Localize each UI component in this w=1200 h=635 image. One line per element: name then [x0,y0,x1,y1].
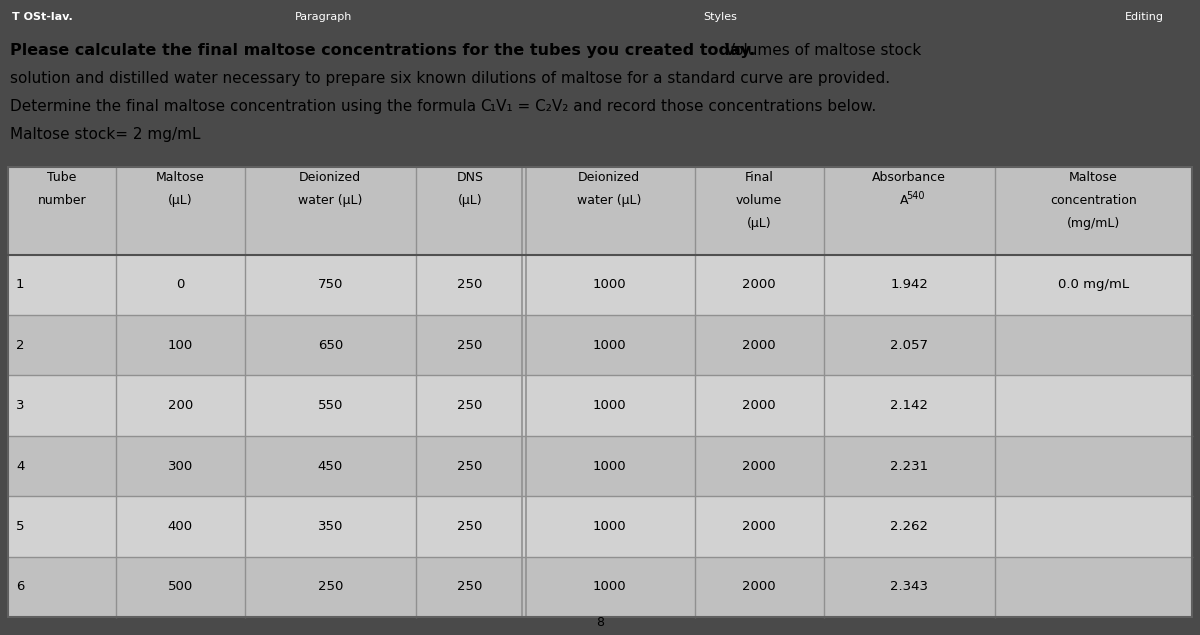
Text: 2.057: 2.057 [890,338,928,352]
Text: 540: 540 [906,191,924,201]
Text: 2000: 2000 [743,460,776,472]
Text: 2.142: 2.142 [890,399,928,412]
Text: 200: 200 [168,399,193,412]
Bar [8,375,1192,436]
Text: Maltose: Maltose [156,171,205,184]
Text: 2000: 2000 [743,278,776,291]
Text: Paragraph: Paragraph [295,13,353,22]
Bar [8,167,1192,617]
Text: 1: 1 [16,278,24,291]
Text: Editing: Editing [1126,13,1164,22]
Bar [8,557,1192,617]
Text: DNS: DNS [456,171,484,184]
Text: 3: 3 [16,399,24,412]
Text: Absorbance: Absorbance [872,171,946,184]
Text: Deionized: Deionized [578,171,641,184]
Text: 0: 0 [176,278,185,291]
Text: 1000: 1000 [593,460,626,472]
Text: 2000: 2000 [743,580,776,593]
Text: 2.231: 2.231 [890,460,929,472]
Text: 500: 500 [168,580,193,593]
Text: T OSt-lav.: T OSt-lav. [12,13,73,22]
Text: 400: 400 [168,520,193,533]
Bar [8,436,1192,496]
Text: concentration: concentration [1050,194,1136,207]
Text: 2.262: 2.262 [890,520,928,533]
Text: 250: 250 [457,338,482,352]
Text: A: A [900,194,908,207]
Text: 250: 250 [457,520,482,533]
Text: 2000: 2000 [743,338,776,352]
Text: (µL): (µL) [746,217,772,230]
Text: number: number [37,194,86,207]
Text: (µL): (µL) [457,194,482,207]
Text: Final: Final [745,171,774,184]
Text: 1.942: 1.942 [890,278,928,291]
Text: Styles: Styles [703,13,737,22]
Text: 4: 4 [16,460,24,472]
Text: 450: 450 [318,460,343,472]
Bar [8,167,1192,617]
Text: water (µL): water (µL) [577,194,641,207]
Text: 0.0 mg/mL: 0.0 mg/mL [1057,278,1129,291]
Text: 250: 250 [457,580,482,593]
Text: 350: 350 [318,520,343,533]
Text: 1000: 1000 [593,338,626,352]
Text: Volumes of maltose stock: Volumes of maltose stock [720,43,922,58]
Text: 1000: 1000 [593,399,626,412]
Text: 250: 250 [457,399,482,412]
Text: volume: volume [736,194,782,207]
Text: 6: 6 [16,580,24,593]
Text: 300: 300 [168,460,193,472]
Text: 2.343: 2.343 [890,580,928,593]
Text: 250: 250 [457,460,482,472]
Text: (µL): (µL) [168,194,193,207]
Bar [8,315,1192,375]
Text: 250: 250 [457,278,482,291]
Text: solution and distilled water necessary to prepare six known dilutions of maltose: solution and distilled water necessary t… [10,71,890,86]
Text: Determine the final maltose concentration using the formula C: Determine the final maltose concentratio… [10,99,492,114]
Text: water (µL): water (µL) [298,194,362,207]
Text: 250: 250 [318,580,343,593]
Text: 750: 750 [318,278,343,291]
Bar [8,167,1192,255]
Text: 5: 5 [16,520,24,533]
Text: 100: 100 [168,338,193,352]
Bar [8,255,1192,315]
Text: Please calculate the final maltose concentrations for the tubes you created toda: Please calculate the final maltose conce… [10,43,755,58]
Text: Tube: Tube [47,171,77,184]
Text: 8: 8 [596,616,604,629]
Text: 1000: 1000 [593,580,626,593]
Text: ₁V₁ = C₂V₂ and record those concentrations below.: ₁V₁ = C₂V₂ and record those concentratio… [490,99,876,114]
Text: 1000: 1000 [593,278,626,291]
Text: Deionized: Deionized [299,171,361,184]
Text: Maltose: Maltose [1069,171,1117,184]
Text: 650: 650 [318,338,343,352]
Text: 550: 550 [318,399,343,412]
Text: 2000: 2000 [743,520,776,533]
Text: 2: 2 [16,338,24,352]
Text: Maltose stock= 2 mg/mL: Maltose stock= 2 mg/mL [10,127,200,142]
Bar [8,496,1192,557]
Text: 1000: 1000 [593,520,626,533]
Text: 2000: 2000 [743,399,776,412]
Text: (mg/mL): (mg/mL) [1067,217,1120,230]
